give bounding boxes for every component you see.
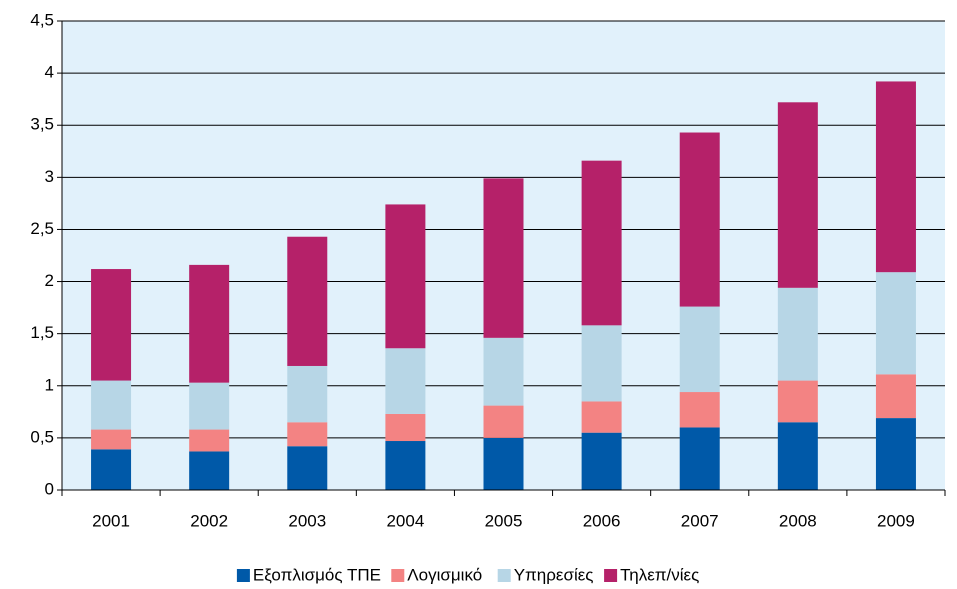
y-tick-label: 1 [45, 375, 54, 394]
x-tick-label: 2001 [92, 511, 130, 530]
bar-segment [91, 449, 132, 490]
bar-segment [91, 429, 132, 450]
legend-label: Εξοπλισμός ΤΠΕ [253, 565, 381, 584]
bar-segment [875, 81, 916, 273]
bar-segment [679, 392, 720, 428]
x-tick-label: 2008 [779, 511, 817, 530]
y-tick-label: 2,5 [30, 219, 54, 238]
legend-swatch [497, 569, 511, 582]
bar-segment [385, 348, 426, 414]
y-tick-label: 1,5 [30, 323, 54, 342]
bar-segment [385, 204, 426, 349]
y-tick-label: 3,5 [30, 115, 54, 134]
bar-segment [91, 380, 132, 430]
x-tick-label: 2002 [190, 511, 228, 530]
y-tick-label: 0,5 [30, 427, 54, 446]
x-tick-label: 2006 [583, 511, 621, 530]
bar-segment [777, 422, 818, 490]
bar-segment [875, 272, 916, 375]
legend-label: Λογισμικό [407, 565, 482, 584]
bar-segment [189, 264, 230, 383]
bar-segment [581, 401, 622, 433]
legend-label: Υπηρεσίες [514, 565, 594, 584]
x-tick-label: 2003 [288, 511, 326, 530]
x-tick-label: 2005 [485, 511, 523, 530]
bar-segment [679, 306, 720, 393]
bar-segment [287, 446, 328, 490]
legend-swatch [236, 569, 250, 582]
bar-segment [875, 374, 916, 419]
bar-segment [581, 432, 622, 490]
bar-segment [679, 132, 720, 307]
bar-segment [189, 382, 230, 430]
y-tick-label: 4 [45, 63, 54, 82]
y-tick-label: 2 [45, 271, 54, 290]
bar-segment [483, 405, 524, 438]
bar-segment [189, 429, 230, 452]
y-tick-label: 3 [45, 167, 54, 186]
y-tick-label: 0 [45, 479, 54, 498]
legend-swatch [391, 569, 405, 582]
bar-segment [483, 337, 524, 406]
bar-segment [287, 422, 328, 447]
bar-segment [483, 178, 524, 338]
bar-segment [385, 441, 426, 490]
bar-segment [91, 269, 132, 381]
bar-segment [287, 365, 328, 423]
bar-segment [777, 287, 818, 381]
bar-segment [483, 437, 524, 490]
bar-segment [385, 413, 426, 442]
x-tick-label: 2004 [386, 511, 424, 530]
bar-segment [875, 418, 916, 490]
bar-segment [777, 102, 818, 288]
x-tick-label: 2007 [681, 511, 719, 530]
bar-segment [581, 325, 622, 402]
bar-segment [777, 380, 818, 423]
x-tick-label: 2009 [877, 511, 915, 530]
bar-segment [679, 427, 720, 490]
bar-segment [189, 451, 230, 490]
legend-swatch [604, 569, 618, 582]
bar-segment [287, 236, 328, 366]
legend-label: Τηλεπ/νίες [620, 565, 699, 584]
bar-segment [581, 160, 622, 326]
y-tick-label: 4,5 [30, 10, 54, 29]
